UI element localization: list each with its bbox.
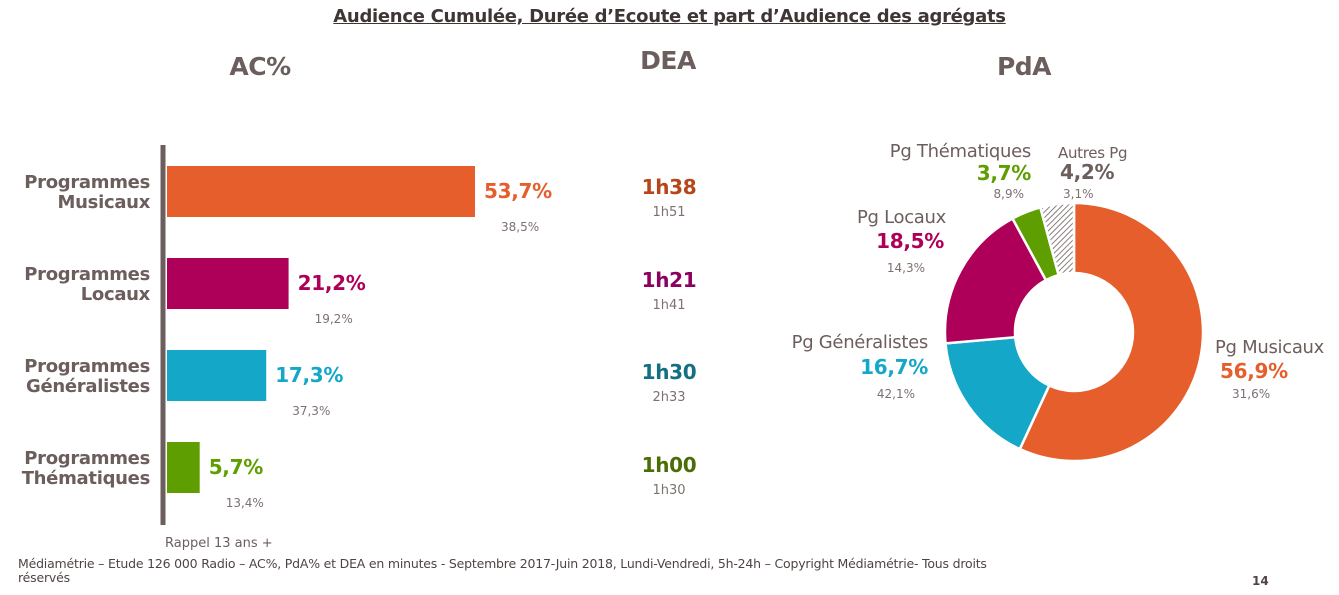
category-label-musicaux: Programmes Musicaux — [24, 172, 150, 213]
reference-label-locaux: 19,2% — [314, 312, 353, 326]
category-label-generalistes: Programmes Généralistes — [24, 356, 150, 397]
dea-reference: 1h51 — [652, 205, 686, 220]
bar-generalistes — [167, 350, 267, 401]
bar-locaux — [167, 258, 289, 309]
donut-label-name-autres: Autres Pg — [1058, 144, 1128, 162]
value-label-generalistes: 17,3% — [275, 363, 344, 387]
category-label-locaux: Programmes Locaux — [24, 264, 150, 305]
source-footer: Médiamétrie – Etude 126 000 Radio – AC%,… — [18, 556, 987, 585]
dea-reference: 2h33 — [652, 390, 686, 405]
reference-label-generalistes: 37,3% — [292, 404, 331, 418]
dea-value: 1h38 — [641, 175, 697, 199]
donut-label-value-generalistes: 16,7% — [860, 355, 928, 379]
donut-label-reference-autres: 3,1% — [1063, 187, 1094, 201]
ac-bar-chart — [160, 145, 475, 525]
donut-slice-musicaux — [1018, 201, 1205, 463]
donut-label-value-thematiques: 3,7% — [976, 161, 1032, 185]
page-number: 14 — [1252, 574, 1269, 588]
dea-value: 1h30 — [641, 360, 697, 384]
dea-reference: 1h30 — [652, 483, 686, 498]
value-label-musicaux: 53,7% — [484, 179, 552, 203]
donut-label-reference-musicaux: 31,6% — [1232, 387, 1271, 401]
ac-section-title: AC% — [229, 52, 291, 81]
donut-label-name-thematiques: Pg Thématiques — [889, 141, 1032, 162]
donut-label-value-musicaux: 56,9% — [1220, 359, 1288, 383]
donut-label-value-locaux: 18,5% — [876, 229, 944, 253]
dea-section-title: DEA — [640, 46, 696, 75]
bar-thematiques — [167, 442, 200, 493]
donut-label-name-generalistes: Pg Généralistes — [791, 332, 929, 353]
reference-label-musicaux: 38,5% — [501, 220, 540, 234]
category-label-thematiques: Programmes Thématiques — [21, 448, 151, 489]
dea-reference: 1h41 — [652, 298, 686, 313]
donut-label-reference-thematiques: 8,9% — [993, 187, 1025, 201]
donut-label-reference-locaux: 14,3% — [886, 261, 925, 275]
dea-value: 1h00 — [641, 453, 697, 477]
pda-section-title: PdA — [996, 52, 1052, 81]
donut-slice-autres — [1038, 201, 1076, 277]
donut-slice-thematiques — [1010, 205, 1061, 282]
donut-label-name-musicaux: Pg Musicaux — [1215, 337, 1325, 358]
donut-slice-generalistes — [944, 335, 1051, 451]
slide-title: Audience Cumulée, Durée d’Ecoute et part… — [333, 6, 1006, 27]
reference-label-thematiques: 13,4% — [225, 496, 264, 510]
value-label-locaux: 21,2% — [297, 271, 366, 295]
rappel-note: Rappel 13 ans + — [165, 536, 273, 551]
donut-label-reference-generalistes: 42,1% — [876, 387, 915, 401]
bar-musicaux — [167, 166, 475, 217]
donut-label-value-autres: 4,2% — [1060, 160, 1115, 184]
dea-value: 1h21 — [641, 268, 697, 292]
value-label-thematiques: 5,7% — [208, 455, 264, 479]
donut-label-name-locaux: Pg Locaux — [856, 207, 946, 228]
donut-slice-locaux — [943, 216, 1048, 345]
